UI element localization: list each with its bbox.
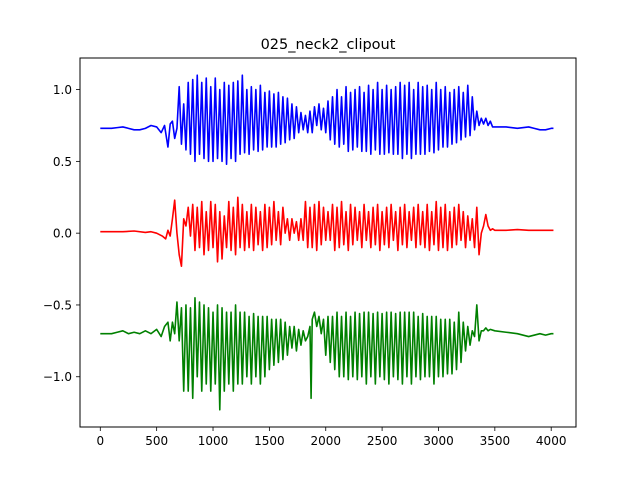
- y-axis: −1.0 −0.5 0.0 0.5 1.0: [43, 83, 80, 384]
- y-tick-label: −1.0: [43, 370, 72, 384]
- x-tick-label: 2500: [367, 434, 398, 448]
- series-layer: [100, 74, 554, 411]
- x-tick-label: 1500: [254, 434, 285, 448]
- chart-title: 025_neck2_clipout: [261, 37, 396, 53]
- x-tick-label: 0: [96, 434, 104, 448]
- series-line-1: [100, 74, 554, 166]
- y-tick-label: 1.0: [53, 83, 72, 97]
- x-tick-label: 2000: [310, 434, 341, 448]
- x-axis: 0 500 1000 1500 2000 2500 3000 3500 4000: [96, 427, 566, 448]
- x-tick-label: 1000: [198, 434, 229, 448]
- plot-area-frame: [79, 57, 577, 428]
- y-tick-label: 0.5: [53, 155, 72, 169]
- y-tick-label: −0.5: [43, 298, 72, 312]
- y-tick-label: 0.0: [53, 227, 72, 241]
- x-tick-label: 4000: [536, 434, 567, 448]
- series-line-2: [100, 196, 554, 267]
- x-tick-label: 500: [145, 434, 168, 448]
- series-line-3: [100, 296, 554, 411]
- x-tick-label: 3000: [423, 434, 454, 448]
- x-tick-label: 3500: [480, 434, 511, 448]
